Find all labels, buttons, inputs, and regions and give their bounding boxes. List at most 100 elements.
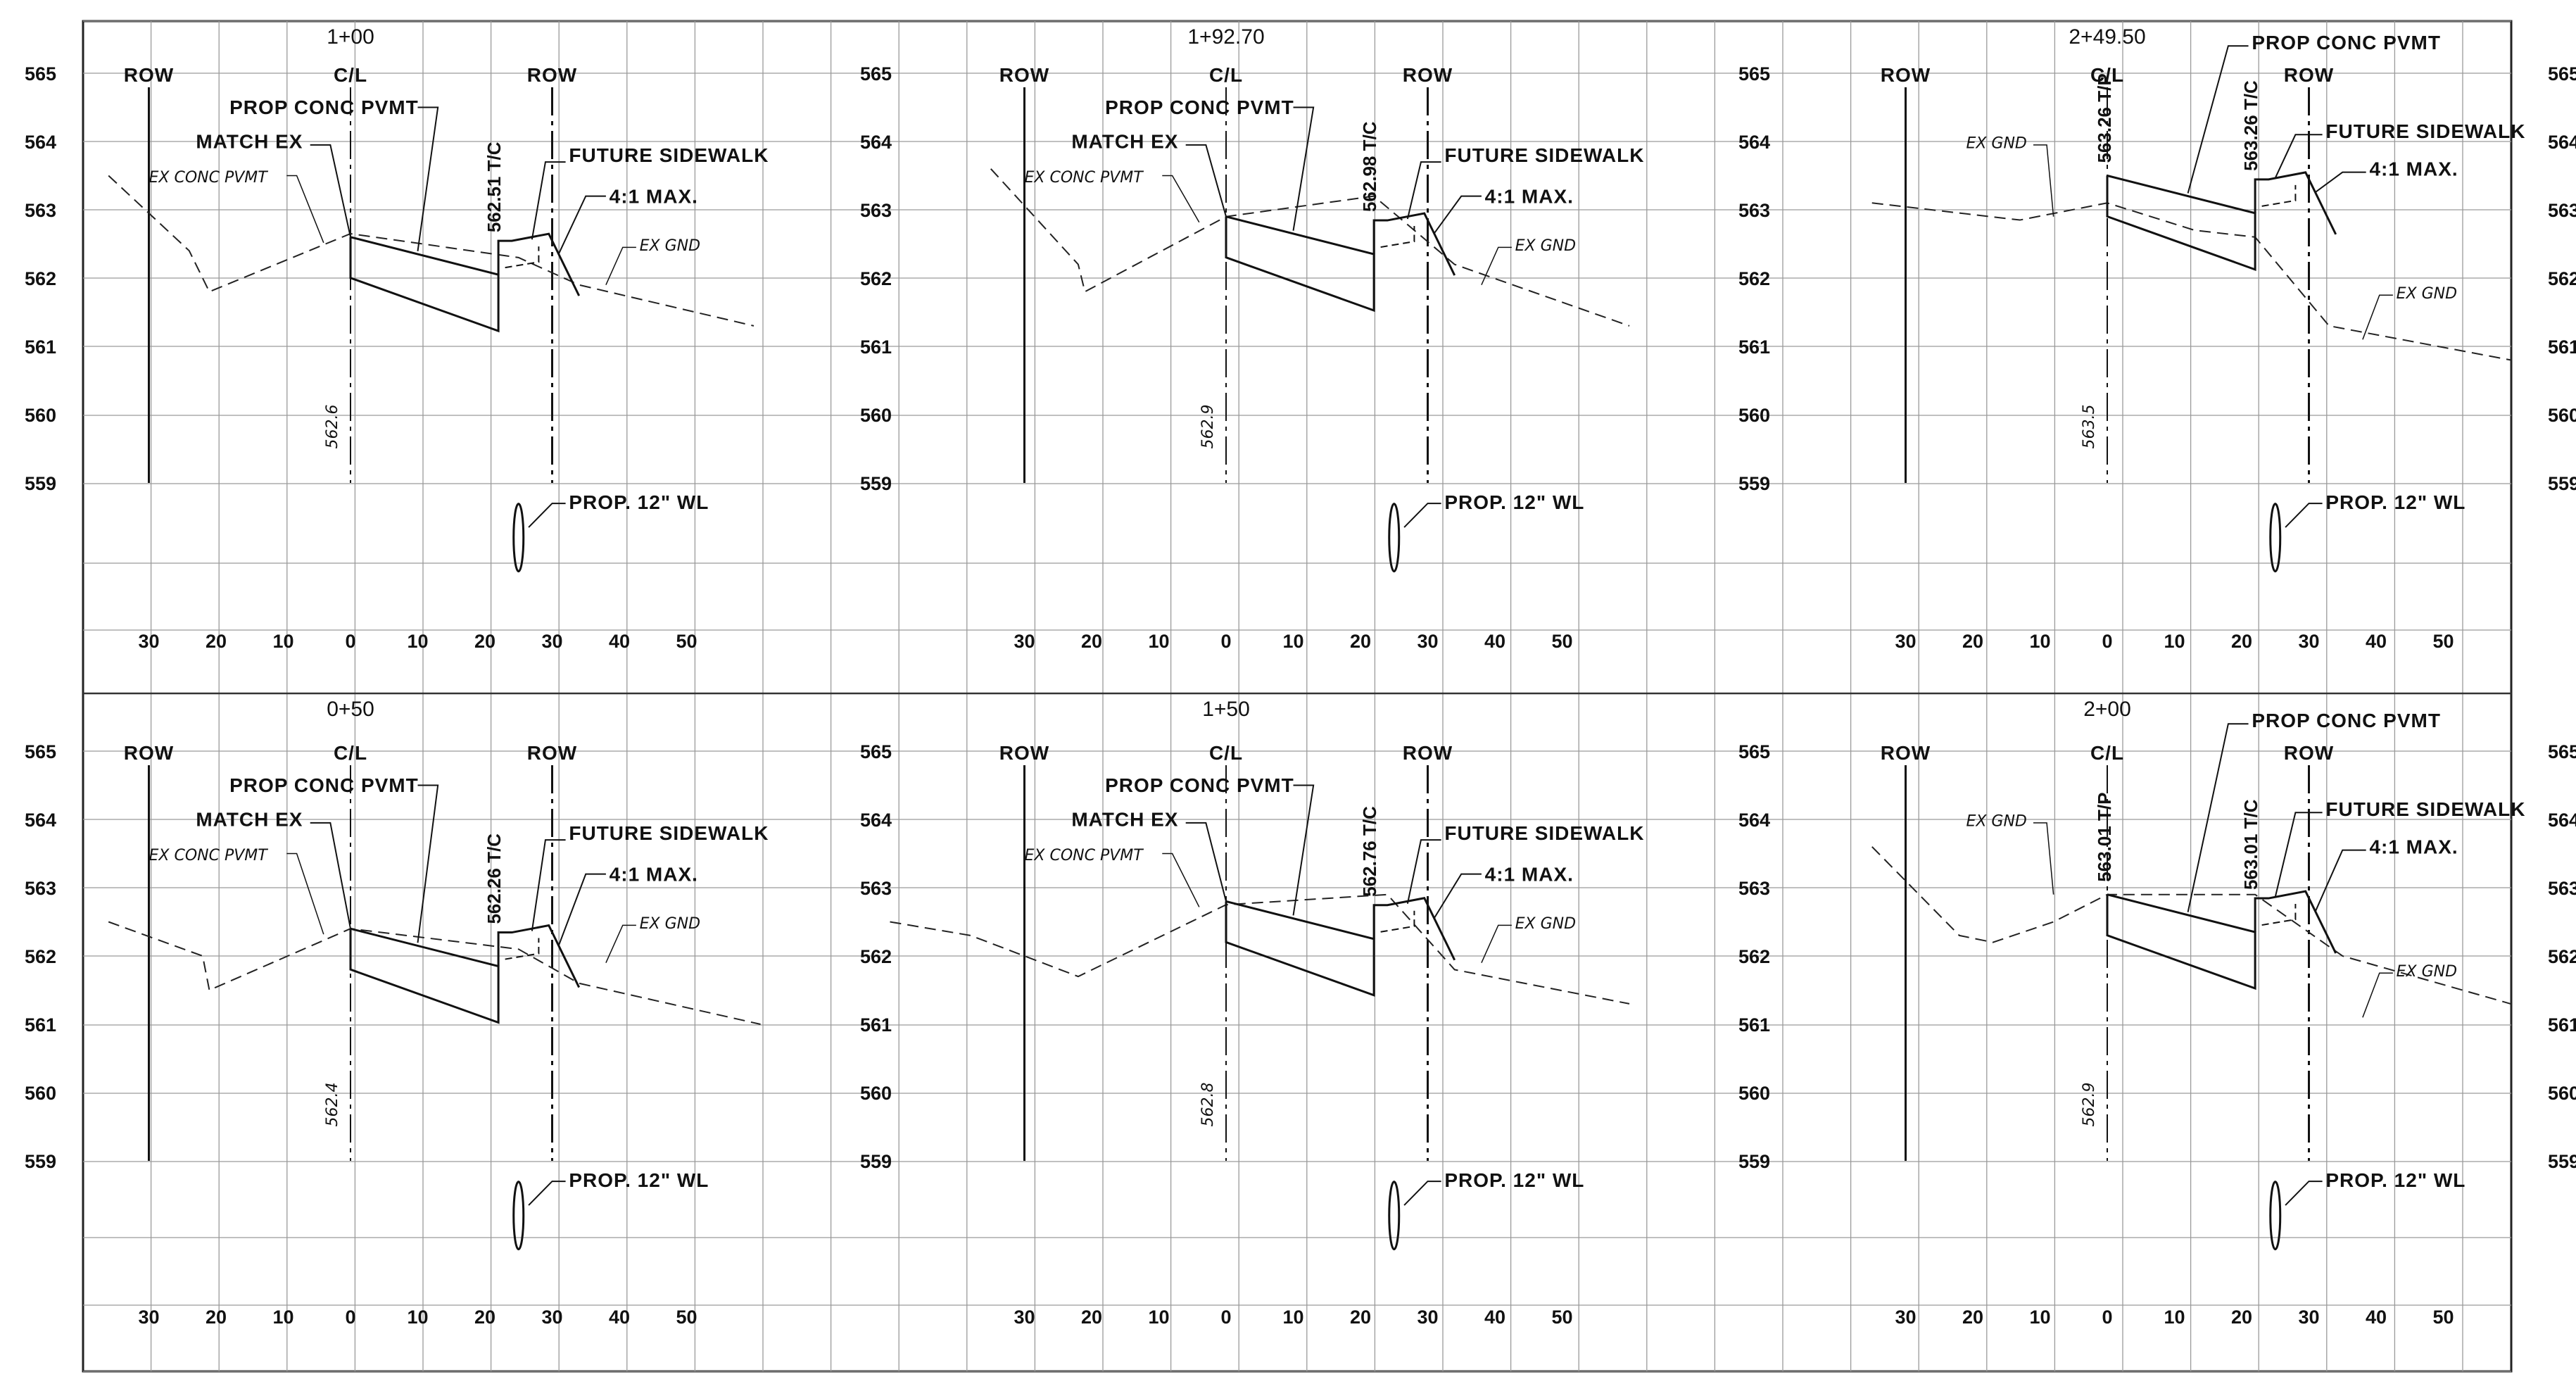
grade-elevation-note: 562.6 xyxy=(324,405,341,449)
water-line-pipe xyxy=(1388,1181,1401,1251)
elevation-label: 565 xyxy=(1738,63,1770,84)
elevation-label: 564 xyxy=(25,132,56,153)
row-left-label: ROW xyxy=(124,742,174,764)
elevation-label: 565 xyxy=(25,63,56,84)
station-label: 0+50 xyxy=(327,698,374,721)
offset-label: 20 xyxy=(206,631,227,652)
offset-label: 50 xyxy=(1551,1307,1572,1328)
existing-ground-line xyxy=(108,921,761,1025)
future-sidewalk-label: FUTURE SIDEWALK xyxy=(1444,144,1644,166)
elevation-label: 560 xyxy=(1738,405,1770,426)
centerline-label: C/L xyxy=(334,742,367,764)
centerline-label: C/L xyxy=(2090,742,2124,764)
offset-label: 10 xyxy=(2164,631,2185,652)
ex-gnd-leader xyxy=(2362,972,2393,1018)
elevation-label: 562 xyxy=(1738,268,1770,289)
ex-pvmt-label: EX CONC PVMT xyxy=(1025,169,1144,187)
offset-label: 50 xyxy=(676,631,697,652)
match-ex-label: MATCH EX xyxy=(1071,809,1178,831)
ex-gnd-leader xyxy=(1481,246,1512,286)
elevation-label: 561 xyxy=(25,336,56,358)
slope-label-leader xyxy=(558,873,606,945)
elevation-label: 563 xyxy=(860,878,892,899)
top-of-curb-label: 562.76 T/C xyxy=(1359,806,1380,897)
ex-gnd-left-label: EX GND xyxy=(1966,813,2026,831)
elevation-label: 560 xyxy=(860,1083,892,1104)
row-left-label: ROW xyxy=(124,64,174,86)
station-label: 1+00 xyxy=(327,25,374,49)
centerline-label: C/L xyxy=(1209,742,1243,764)
offset-label: 30 xyxy=(2298,1307,2319,1328)
slope-label-leader xyxy=(2315,849,2366,912)
offset-label: 10 xyxy=(2029,1307,2050,1328)
offset-label: 0 xyxy=(345,1307,355,1328)
ex-gnd-label: EX GND xyxy=(1515,237,1576,255)
curb-sidewalk xyxy=(497,232,581,296)
elevation-label: 561 xyxy=(25,1014,56,1036)
elevation-label: 559 xyxy=(860,1151,892,1172)
proposed-pavement xyxy=(2106,893,2256,990)
elevation-label: 564 xyxy=(860,810,892,831)
elevation-label: 561 xyxy=(860,1014,892,1036)
offset-label: 10 xyxy=(2029,631,2050,652)
offset-label: 10 xyxy=(407,631,428,652)
elevation-label: 561 xyxy=(860,336,892,358)
ex-pvmt-label: EX CONC PVMT xyxy=(149,169,269,187)
elevation-label: 560 xyxy=(25,405,56,426)
grade-elevation-note: 562.9 xyxy=(2081,1083,2098,1127)
offset-label: 10 xyxy=(2164,1307,2185,1328)
elevation-label: 562 xyxy=(860,946,892,967)
offset-label: 10 xyxy=(272,1307,293,1328)
ex-gnd-leader xyxy=(2362,294,2393,340)
grade-elevation-note: 562.9 xyxy=(1199,405,1217,449)
slope-label: 4:1 MAX. xyxy=(2369,158,2458,180)
prop-pvmt-label: PROP CONC PVMT xyxy=(229,774,419,796)
section-panel-4: 1+50 565 564 563 562 561 560 559 30 20 10 0 10 20 30 40… xyxy=(860,698,1643,1328)
sheet-border xyxy=(82,20,2513,1373)
future-sidewalk-label-leader xyxy=(2274,134,2323,179)
offset-label: 30 xyxy=(2298,631,2319,652)
offset-label: 20 xyxy=(474,1307,495,1328)
elevation-label-right: 564 xyxy=(2548,132,2576,153)
water-line-label: PROP. 12" WL xyxy=(2325,491,2465,513)
row-right-label: ROW xyxy=(2284,64,2334,86)
prop-pvmt-label-leader xyxy=(2187,723,2249,912)
water-line-pipe xyxy=(512,1181,525,1251)
elevation-label: 563 xyxy=(25,200,56,221)
water-line-label: PROP. 12" WL xyxy=(2325,1169,2465,1191)
future-sidewalk-label-leader xyxy=(1406,161,1441,220)
elevation-label-right: 563 xyxy=(2548,200,2576,221)
section-panel-0: 1+00 565 564 563 562 561 560 559 30 20 10 0 10 20 30 40… xyxy=(25,25,768,652)
offset-label: 10 xyxy=(272,631,293,652)
prop-pvmt-label-leader xyxy=(417,106,439,251)
prop-pvmt-label: PROP CONC PVMT xyxy=(2252,32,2441,54)
existing-ground-line xyxy=(1871,846,2511,1005)
offset-label: 10 xyxy=(1282,631,1303,652)
water-line-label: PROP. 12" WL xyxy=(1444,491,1584,513)
offset-label: 20 xyxy=(2231,1307,2252,1328)
offset-label: 40 xyxy=(1484,631,1505,652)
future-sidewalk-label: FUTURE SIDEWALK xyxy=(2325,120,2525,142)
match-ex-label: MATCH EX xyxy=(196,809,303,831)
proposed-pavement xyxy=(1225,900,1375,997)
offset-label: 0 xyxy=(1220,631,1231,652)
future-sidewalk-label-leader xyxy=(531,161,566,240)
elevation-label: 563 xyxy=(1738,878,1770,899)
grade-elevation-note: 563.5 xyxy=(2081,405,2098,449)
offset-label: 10 xyxy=(1148,631,1169,652)
offset-label: 30 xyxy=(1895,1307,1916,1328)
ex-gnd-label: EX GND xyxy=(640,237,700,255)
offset-label: 0 xyxy=(2102,1307,2112,1328)
slope-label: 4:1 MAX. xyxy=(610,863,698,885)
offset-label: 30 xyxy=(1417,631,1438,652)
ex-pvmt-leader xyxy=(286,853,324,935)
proposed-pavement xyxy=(2106,175,2256,271)
row-right-label: ROW xyxy=(1403,742,1453,764)
offset-label: 30 xyxy=(541,1307,562,1328)
elevation-label-right: 564 xyxy=(2548,810,2576,831)
offset-label: 30 xyxy=(1014,631,1035,652)
elevation-label-right: 559 xyxy=(2548,473,2576,494)
section-panel-2: 2+49.50 565 565 564 564 563 563 562 562 561 561 560… xyxy=(1738,25,2576,652)
ex-gnd-leader xyxy=(1481,924,1512,964)
